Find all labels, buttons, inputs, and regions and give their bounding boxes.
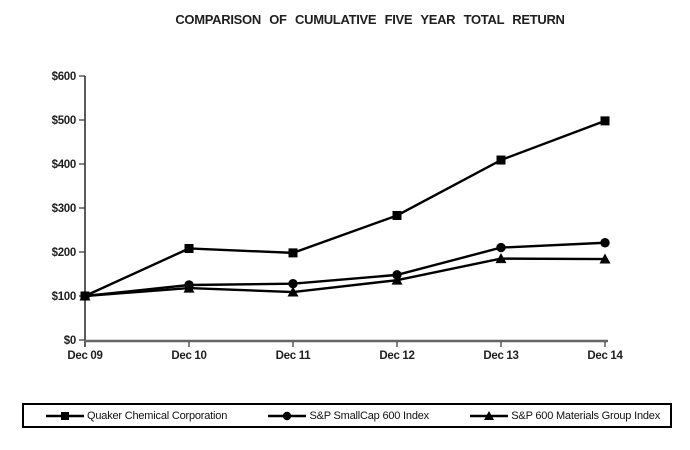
y-tick-label: $0 [64,335,76,347]
y-axis: $0 $100 $200 $300 $400 $500 $600 [52,71,86,347]
series-quaker-chemical-corporation [80,116,610,301]
legend-label: S&P SmallCap 600 Index [309,409,429,422]
y-tick-label: $300 [52,203,76,215]
chart-title: COMPARISON OF CUMULATIVE FIVE YEAR TOTAL… [175,12,565,27]
x-axis: Dec 09 Dec 10 Dec 11 Dec 12 Dec 13 Dec 14 [67,339,624,362]
x-tick-label: Dec 11 [276,350,312,362]
y-tick-label: $500 [52,115,76,127]
y-tick-label: $100 [52,291,76,303]
y-tick-label: $400 [52,159,76,171]
x-tick-label: Dec 14 [587,350,623,362]
legend-label: S&P 600 Materials Group Index [511,409,660,422]
x-tick-label: Dec 12 [379,350,414,362]
y-tick-label: $200 [52,247,76,259]
legend-item-s-p-smallcap-600-index: S&P SmallCap 600 Index [268,410,429,422]
x-tick-label: Dec 13 [483,350,518,362]
circle-marker-icon [268,411,307,420]
square-marker-icon [46,411,84,420]
series-s-p-600-materials-group-index [79,253,611,301]
x-tick-label: Dec 10 [171,350,206,362]
legend: Quaker Chemical Corporation S&P SmallCap … [22,403,672,428]
triangle-marker-icon [470,410,509,420]
x-tick-label: Dec 09 [67,350,102,362]
y-tick-label: $600 [52,71,76,83]
legend-item-s-p-600-materials-group-index: S&P 600 Materials Group Index [470,410,660,422]
legend-item-quaker-chemical-corporation: Quaker Chemical Corporation [46,410,227,422]
legend-label: Quaker Chemical Corporation [87,409,228,422]
